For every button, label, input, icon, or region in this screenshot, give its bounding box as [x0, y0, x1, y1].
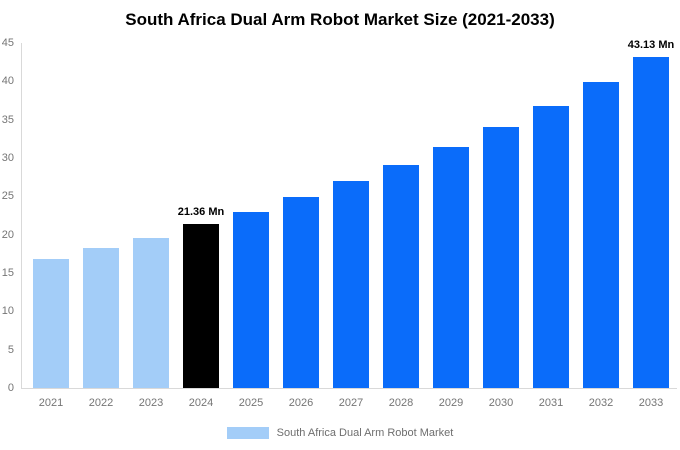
- x-tick-2027: 2027: [338, 397, 364, 409]
- y-tick-25: 25: [1, 190, 14, 203]
- x-tick-2021: 2021: [38, 397, 64, 409]
- y-axis-line: [21, 43, 22, 389]
- bar-column: [76, 43, 126, 388]
- x-axis-line: [21, 388, 677, 389]
- bar-column: [476, 43, 526, 388]
- bar-column: [276, 43, 326, 388]
- x-tick-2022: 2022: [88, 397, 114, 409]
- bar-2031[interactable]: [533, 105, 569, 388]
- bar-column: [226, 43, 276, 388]
- bar-column: [126, 43, 176, 388]
- y-tick-30: 30: [1, 152, 14, 164]
- bar-column: 43.13 Mn: [626, 39, 676, 388]
- bars-row: 21.36 Mn 43.13 Mn: [26, 39, 676, 388]
- legend-swatch-icon: [226, 427, 269, 439]
- bar-2030[interactable]: [483, 126, 519, 388]
- bar-2028[interactable]: [383, 164, 419, 388]
- chart-title: South Africa Dual Arm Robot Market Size …: [125, 10, 555, 29]
- bar-2024[interactable]: [183, 224, 219, 388]
- x-tick-2028: 2028: [388, 397, 414, 409]
- bar-column: [326, 43, 376, 388]
- x-tick-2032: 2032: [588, 397, 614, 409]
- bar-column: [576, 43, 626, 388]
- y-tick-10: 10: [1, 305, 14, 318]
- y-tick-40: 40: [1, 75, 14, 88]
- bar-2026[interactable]: [283, 197, 319, 388]
- x-tick-2026: 2026: [288, 397, 314, 409]
- y-tick-20: 20: [1, 228, 14, 241]
- x-tick-2031: 2031: [538, 397, 564, 409]
- bar-2033[interactable]: [633, 57, 669, 388]
- legend[interactable]: South Africa Dual Arm Robot Market: [0, 427, 680, 439]
- x-tick-2029: 2029: [438, 397, 464, 409]
- bar-column: [526, 43, 576, 388]
- x-tick-2030: 2030: [488, 397, 514, 409]
- bar-2021[interactable]: [33, 259, 69, 388]
- bar-value-label-2033: 43.13 Mn: [627, 39, 675, 52]
- bar-2022[interactable]: [83, 248, 119, 388]
- y-tick-15: 15: [1, 267, 14, 279]
- y-tick-0: 0: [7, 382, 14, 394]
- bar-column: 21.36 Mn: [176, 43, 226, 388]
- x-tick-2023: 2023: [138, 397, 164, 409]
- bar-2025[interactable]: [233, 211, 269, 388]
- y-tick-35: 35: [1, 113, 14, 126]
- bar-column: [426, 43, 476, 388]
- x-tick-2025: 2025: [238, 397, 264, 409]
- x-axis-labels: 2021 2022 2023 2024 2025 2026 2027 2028 2029 2030…: [26, 397, 676, 409]
- x-tick-2033: 2033: [638, 397, 664, 409]
- y-tick-5: 5: [7, 343, 14, 356]
- y-tick-45: 45: [1, 37, 14, 49]
- bar-value-label-2024: 21.36 Mn: [177, 206, 225, 219]
- y-axis-ticks: 0 5 10 15 20 25 30 35 40 45: [0, 37, 16, 394]
- bar-2032[interactable]: [583, 82, 619, 388]
- bar-2027[interactable]: [333, 181, 369, 388]
- bar-column: [376, 43, 426, 388]
- bar-2029[interactable]: [433, 146, 469, 388]
- bar-column: [26, 43, 76, 388]
- legend-label: South Africa Dual Arm Robot Market: [276, 427, 454, 439]
- bar-2023[interactable]: [133, 237, 169, 388]
- x-tick-2024: 2024: [188, 397, 214, 409]
